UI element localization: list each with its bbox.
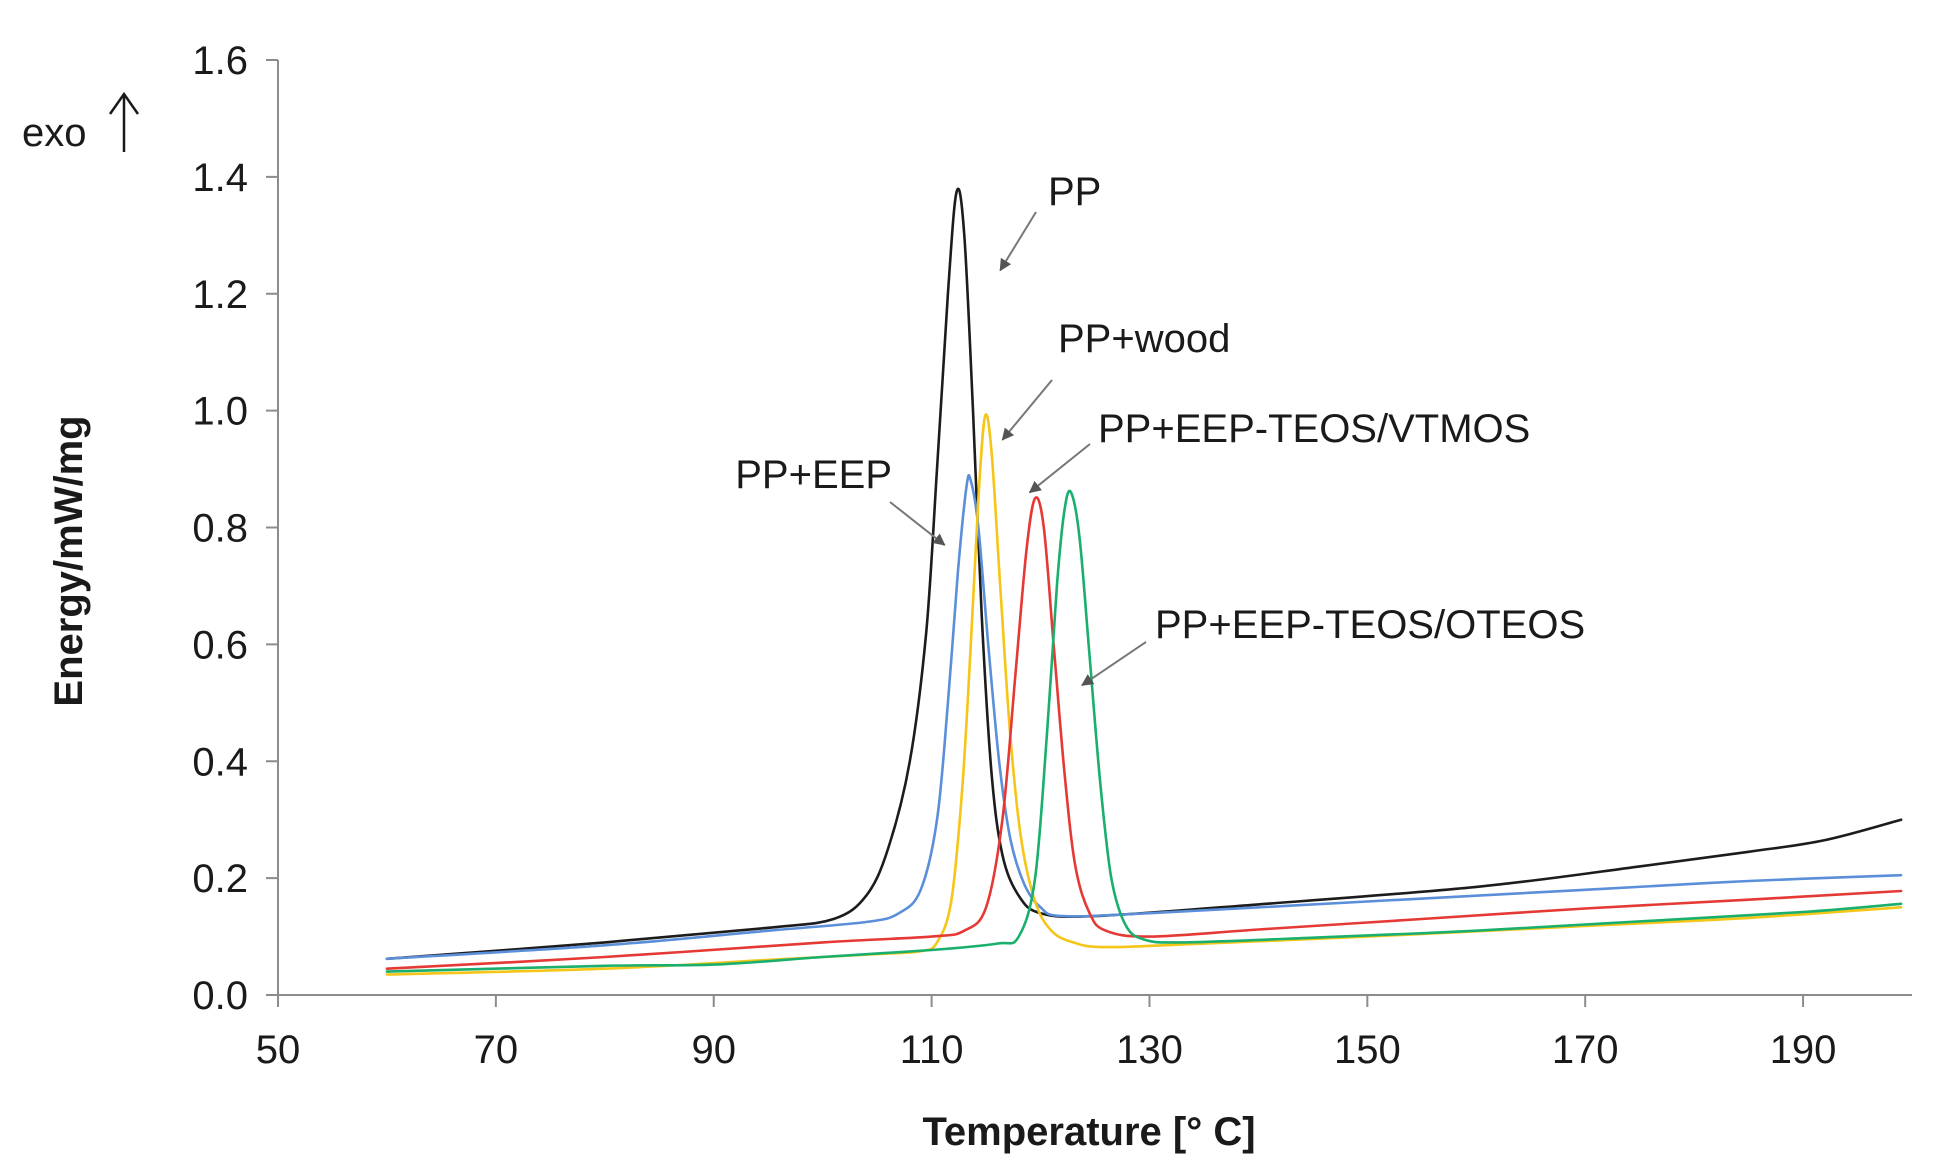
y-tick-label: 0.6 xyxy=(192,623,248,667)
series-line-pp-eep-teos-oteos xyxy=(385,489,1903,973)
annotation-label-pp-wood: PP+wood xyxy=(1058,317,1230,361)
annotation-pp: PP xyxy=(999,170,1101,272)
series-layer xyxy=(385,187,1903,976)
annotation-layer: PP PP+wood PP+EEP PP+EEP-TEOS/VTMOS PP+EEP-T… xyxy=(735,170,1585,687)
annotation-pp-eep-teos-oteos: PP+EEP-TEOS/OTEOS xyxy=(1081,603,1585,687)
annotation-pp-eep: PP+EEP xyxy=(735,453,946,546)
series-line-pp-eep xyxy=(385,473,1903,961)
x-tick-label: 70 xyxy=(474,1028,519,1072)
y-tick-label: 0.2 xyxy=(192,857,248,901)
x-tick-label: 150 xyxy=(1334,1028,1401,1072)
series-line-pp xyxy=(385,187,1903,961)
x-tick-label: 50 xyxy=(256,1028,301,1072)
y-axis-title: Energy/mW/mg xyxy=(47,415,91,706)
annotation-label-pp-eep-teos-oteos: PP+EEP-TEOS/OTEOS xyxy=(1155,603,1585,647)
y-tick-label: 1.2 xyxy=(192,273,248,317)
x-tick-label: 110 xyxy=(900,1028,964,1072)
annotation-arrow-pp-eep-teos-vtmos xyxy=(1028,443,1091,494)
annotation-arrow-pp-eep-teos-oteos xyxy=(1081,641,1147,687)
x-tick-label: 130 xyxy=(1116,1028,1183,1072)
y-tick-label: 0.4 xyxy=(192,740,248,784)
annotation-pp-eep-teos-vtmos: PP+EEP-TEOS/VTMOS xyxy=(1028,407,1530,494)
exo-indicator: exo xyxy=(22,91,140,155)
x-axis-ticks: 50 70 90 110 130 150 170 190 xyxy=(256,995,1837,1072)
y-tick-label: 1.6 xyxy=(192,39,248,83)
annotation-label-pp-eep: PP+EEP xyxy=(735,453,892,497)
x-tick-label: 170 xyxy=(1552,1028,1619,1072)
y-tick-label: 0.8 xyxy=(192,507,248,551)
annotation-arrow-pp-wood xyxy=(1001,379,1053,441)
x-axis-title: Temperature [° C] xyxy=(922,1110,1255,1154)
y-tick-label: 1.4 xyxy=(192,156,248,200)
annotation-pp-wood: PP+wood xyxy=(1001,317,1230,441)
series-line-pp-wood xyxy=(385,413,1903,976)
annotation-label-pp-eep-teos-vtmos: PP+EEP-TEOS/VTMOS xyxy=(1098,407,1530,451)
annotation-arrow-pp-eep xyxy=(889,501,946,546)
annotation-label-pp: PP xyxy=(1048,170,1101,214)
exo-arrow-icon xyxy=(108,91,140,115)
exo-label: exo xyxy=(22,111,87,155)
y-axis-ticks: 0.0 0.2 0.4 0.6 0.8 1.0 1.2 1.4 1.6 xyxy=(192,39,278,1018)
annotation-arrow-pp xyxy=(999,211,1037,272)
series-line-pp-eep-teos-vtmos xyxy=(385,496,1903,970)
y-tick-label: 1.0 xyxy=(192,390,248,434)
y-tick-label: 0.0 xyxy=(192,974,248,1018)
x-tick-label: 90 xyxy=(691,1028,736,1072)
x-tick-label: 190 xyxy=(1770,1028,1837,1072)
